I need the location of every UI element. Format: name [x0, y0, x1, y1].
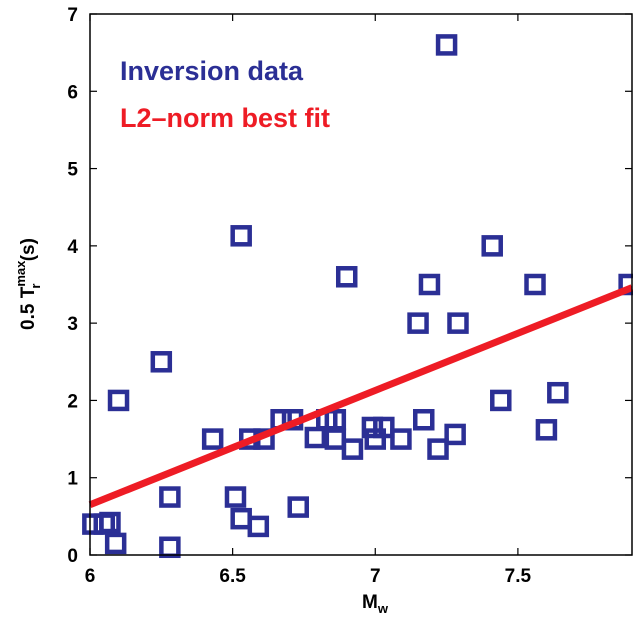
y-axis-label-sub: r — [28, 284, 43, 289]
data-point-marker — [435, 34, 458, 56]
data-point-marker — [427, 438, 449, 460]
y-tick-label: 1 — [67, 469, 78, 490]
x-tick-label: 6.5 — [219, 566, 246, 587]
y-tick-label: 2 — [67, 391, 78, 412]
data-point-marker — [413, 409, 435, 431]
plot-area — [82, 34, 633, 559]
legend-inversion-label: Inversion data — [120, 56, 304, 86]
data-point-marker — [324, 428, 347, 450]
legend-fit-label: L2–norm best fit — [120, 103, 330, 133]
data-point-marker — [287, 496, 309, 518]
data-point-marker — [373, 416, 395, 439]
y-tick-label: 7 — [67, 5, 78, 26]
best-fit-line — [88, 284, 633, 509]
data-point-marker — [201, 428, 224, 450]
data-point-marker — [390, 428, 412, 450]
y-tick-label: 3 — [67, 314, 78, 335]
y-axis-label-prefix: 0.5 T — [18, 286, 39, 330]
data-point-marker — [444, 423, 466, 446]
data-point-marker — [535, 419, 558, 441]
data-point-marker — [230, 225, 252, 247]
data-point-marker — [224, 486, 247, 508]
data-point-marker — [324, 409, 347, 431]
plot-frame — [89, 13, 633, 556]
data-point-marker — [335, 266, 358, 288]
data-point-marker — [407, 312, 429, 334]
data-point-marker — [418, 273, 441, 296]
x-tick-label: 7.5 — [505, 566, 532, 587]
y-tick-label: 4 — [67, 237, 78, 258]
x-axis-label-main: M — [362, 592, 378, 613]
data-point-marker — [247, 515, 270, 538]
data-point-marker — [481, 235, 503, 257]
data-point-marker — [107, 389, 130, 412]
y-tick-label: 6 — [67, 82, 78, 103]
data-point-marker — [341, 438, 364, 460]
data-point-marker — [361, 416, 384, 439]
x-axis-label-sub: w — [377, 601, 389, 616]
x-axis-label: Mw — [362, 592, 389, 616]
data-point-marker — [230, 507, 252, 530]
data-point-marker — [524, 273, 546, 296]
data-point-marker — [82, 513, 104, 535]
y-axis-label-suffix: (s) — [18, 238, 39, 267]
data-point-marker — [159, 486, 181, 508]
data-point-marker — [99, 511, 121, 534]
data-point-marker — [159, 536, 181, 559]
y-axis-ticks: 0 1 2 3 4 5 6 7 — [67, 5, 632, 567]
x-axis-ticks: 6 6.5 7 7.5 — [85, 14, 532, 587]
y-axis-label: 0.5 Tmaxr (s) — [13, 238, 43, 330]
data-point-marker — [618, 273, 633, 296]
data-point-marker — [490, 389, 512, 412]
x-tick-label: 7 — [370, 566, 381, 587]
x-tick-label: 6 — [85, 566, 96, 587]
data-point-marker — [304, 426, 327, 449]
y-axis-label-sup: max — [13, 260, 28, 287]
data-point-marker — [150, 351, 173, 373]
data-point-marker — [447, 312, 469, 334]
y-tick-label: 5 — [67, 160, 78, 181]
data-point-marker — [104, 532, 127, 555]
data-point-marker — [547, 381, 569, 404]
y-tick-label: 0 — [67, 546, 78, 567]
